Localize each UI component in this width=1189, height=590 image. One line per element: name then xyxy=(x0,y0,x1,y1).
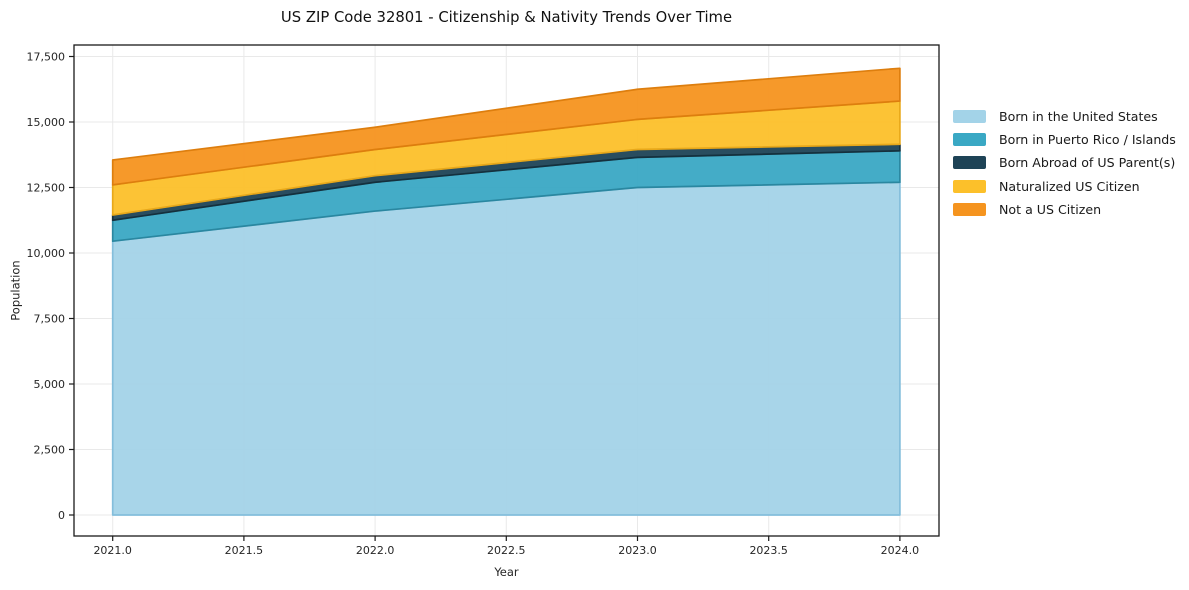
y-tick-label: 5,000 xyxy=(34,378,66,391)
x-tick-label: 2022.5 xyxy=(487,544,526,557)
legend-swatch-not-citizen xyxy=(953,202,986,216)
x-tick-label: 2024.0 xyxy=(881,544,920,557)
y-tick-label: 12,500 xyxy=(27,181,66,194)
x-tick-label: 2023.5 xyxy=(749,544,788,557)
legend-item: Born in the United States xyxy=(953,105,1185,128)
legend-swatch-naturalized xyxy=(953,179,986,193)
x-tick-label: 2023.0 xyxy=(618,544,657,557)
legend-item: Born in Puerto Rico / Islands xyxy=(953,128,1185,151)
x-axis-label: Year xyxy=(494,565,519,579)
legend-swatch-born-abroad xyxy=(953,156,986,170)
chart-title: US ZIP Code 32801 - Citizenship & Nativi… xyxy=(280,9,733,26)
legend-item: Not a US Citizen xyxy=(953,198,1185,221)
legend-swatch-born-in-us xyxy=(953,110,986,124)
x-tick-label: 2021.5 xyxy=(225,544,264,557)
legend-label: Not a US Citizen xyxy=(999,201,1102,217)
y-tick-label: 7,500 xyxy=(34,312,66,325)
area-band xyxy=(111,181,901,516)
x-tick-label: 2022.0 xyxy=(356,544,395,557)
y-tick-label: 0 xyxy=(58,509,65,522)
legend-label: Born in the United States xyxy=(999,109,1158,125)
y-tick-label: 2,500 xyxy=(34,443,66,456)
legend-label: Naturalized US Citizen xyxy=(999,178,1140,194)
legend: Born in the United States Born in Puerto… xyxy=(953,105,1185,221)
legend-label: Born in Puerto Rico / Islands xyxy=(999,132,1176,148)
legend-item: Born Abroad of US Parent(s) xyxy=(953,151,1185,174)
legend-item: Naturalized US Citizen xyxy=(953,175,1185,198)
legend-label: Born Abroad of US Parent(s) xyxy=(999,155,1176,171)
legend-swatch-puerto-rico xyxy=(953,133,986,147)
y-tick-label: 15,000 xyxy=(27,116,66,129)
y-tick-label: 10,000 xyxy=(27,247,66,260)
area-band xyxy=(111,67,901,186)
y-tick-label: 17,500 xyxy=(27,50,66,63)
x-tick-label: 2021.0 xyxy=(93,544,132,557)
